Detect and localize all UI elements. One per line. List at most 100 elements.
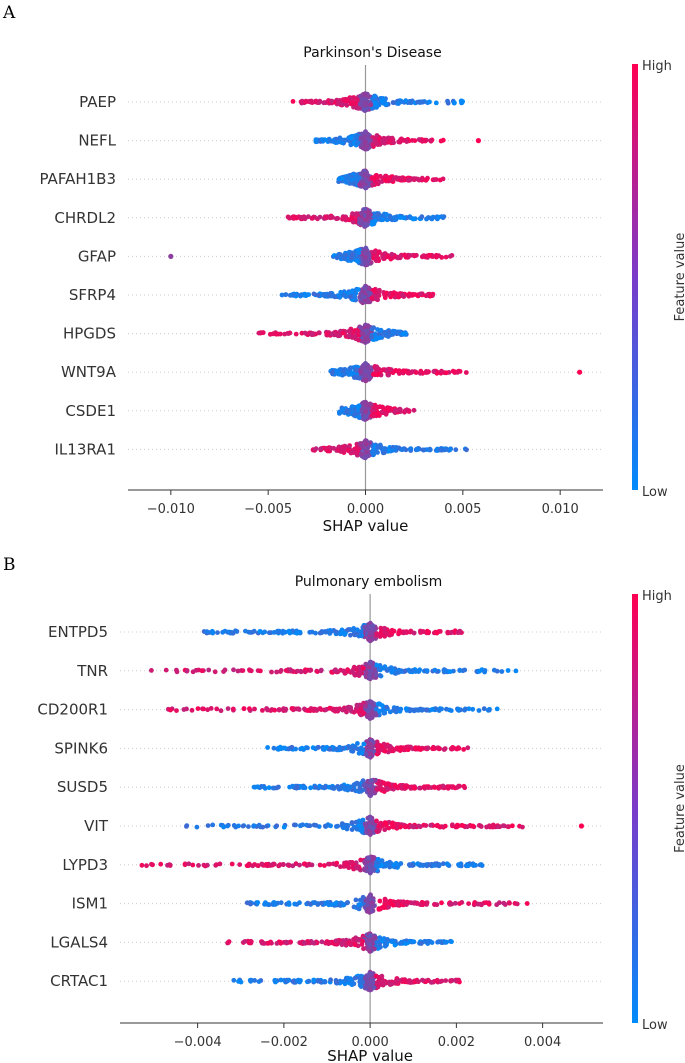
shap-point bbox=[399, 215, 405, 220]
shap-point bbox=[463, 370, 469, 375]
shap-point bbox=[344, 826, 350, 832]
shap-point bbox=[353, 212, 359, 218]
shap-point bbox=[212, 669, 218, 675]
shap-point bbox=[302, 861, 308, 867]
shap-point bbox=[247, 706, 252, 712]
shap-point bbox=[431, 369, 437, 374]
shap-point bbox=[372, 94, 378, 99]
shap-point bbox=[433, 177, 439, 182]
shap-point bbox=[367, 751, 373, 757]
feature-row-pafah1b3: PAFAH1B3 bbox=[39, 168, 603, 191]
shap-point bbox=[354, 368, 359, 374]
shap-point bbox=[358, 369, 363, 375]
shap-point bbox=[246, 629, 252, 635]
shap-point bbox=[424, 216, 429, 222]
shap-point bbox=[369, 326, 375, 332]
x-tick-label: 0.005 bbox=[444, 502, 481, 517]
colorbar-gradient bbox=[632, 64, 638, 490]
shap-point bbox=[322, 784, 328, 790]
shap-point bbox=[428, 138, 434, 143]
shap-point bbox=[348, 135, 354, 141]
shap-point bbox=[363, 378, 369, 384]
shap-point bbox=[419, 138, 425, 144]
shap-point bbox=[368, 831, 373, 837]
shap-point bbox=[326, 293, 332, 299]
shap-point bbox=[470, 823, 476, 829]
shap-point bbox=[449, 746, 455, 752]
shap-point bbox=[416, 177, 422, 183]
shap-point bbox=[334, 368, 340, 374]
shap-point bbox=[374, 786, 380, 792]
shap-point bbox=[359, 331, 365, 336]
shap-point bbox=[274, 669, 279, 675]
shap-point bbox=[340, 407, 346, 412]
shap-point bbox=[365, 906, 371, 912]
shap-point bbox=[380, 367, 386, 373]
feature-row-sfrp4: SFRP4 bbox=[69, 283, 603, 306]
shap-point bbox=[339, 783, 345, 789]
shap-point bbox=[384, 901, 389, 906]
shap-point bbox=[332, 332, 337, 338]
shap-point bbox=[387, 138, 393, 143]
shap-point bbox=[371, 371, 376, 377]
shap-point bbox=[281, 824, 287, 830]
shap-point bbox=[354, 140, 360, 146]
shap-point bbox=[398, 137, 404, 143]
shap-point bbox=[356, 375, 362, 381]
shap-point bbox=[298, 99, 304, 105]
shap-point bbox=[374, 828, 380, 834]
shap-point bbox=[345, 900, 350, 905]
shap-point bbox=[361, 741, 367, 747]
shap-point bbox=[375, 297, 380, 303]
shap-point bbox=[447, 447, 453, 453]
shap-point bbox=[256, 330, 262, 336]
shap-point bbox=[424, 177, 429, 183]
shap-point bbox=[445, 98, 450, 104]
shap-point bbox=[454, 822, 460, 828]
shap-point bbox=[382, 896, 388, 902]
shap-point bbox=[167, 863, 173, 868]
shap-point bbox=[369, 900, 375, 905]
shap-point bbox=[274, 823, 280, 829]
shap-point bbox=[315, 292, 321, 298]
shap-point bbox=[144, 863, 149, 869]
shap-point bbox=[370, 182, 376, 187]
shap-point bbox=[378, 328, 384, 333]
shap-point bbox=[257, 629, 263, 634]
shap-point bbox=[382, 664, 388, 670]
colorbar-title: Feature value bbox=[673, 233, 685, 322]
shap-point bbox=[287, 667, 293, 673]
shap-point bbox=[444, 861, 450, 867]
shap-point bbox=[433, 100, 439, 106]
shap-point bbox=[302, 669, 308, 675]
shap-point bbox=[371, 452, 377, 457]
shap-point bbox=[430, 746, 435, 752]
shap-point bbox=[365, 324, 371, 329]
shap-point bbox=[294, 785, 300, 790]
shap-point bbox=[414, 900, 420, 906]
shap-point bbox=[376, 216, 381, 222]
shap-point bbox=[379, 138, 385, 144]
shap-point bbox=[458, 98, 464, 104]
feature-row-lgals4: LGALS4 bbox=[50, 931, 603, 954]
shap-point bbox=[201, 706, 206, 712]
shap-point bbox=[365, 259, 371, 265]
shap-point bbox=[262, 629, 268, 635]
shap-point bbox=[405, 370, 411, 376]
shap-point bbox=[343, 98, 349, 104]
shap-point bbox=[437, 177, 443, 183]
x-tick-label: −0.005 bbox=[244, 502, 292, 517]
shap-point bbox=[435, 939, 440, 945]
shap-point bbox=[316, 744, 321, 750]
shap-point bbox=[363, 409, 368, 415]
shap-point bbox=[413, 370, 419, 375]
shap-point bbox=[321, 100, 327, 106]
shap-point bbox=[367, 741, 373, 746]
shap-point bbox=[361, 416, 367, 422]
feature-row-cd200r1: CD200R1 bbox=[37, 699, 603, 721]
feature-label: PAFAH1B3 bbox=[39, 170, 116, 188]
shap-point bbox=[339, 176, 345, 181]
shap-point bbox=[411, 177, 417, 183]
shap-point bbox=[343, 137, 349, 143]
